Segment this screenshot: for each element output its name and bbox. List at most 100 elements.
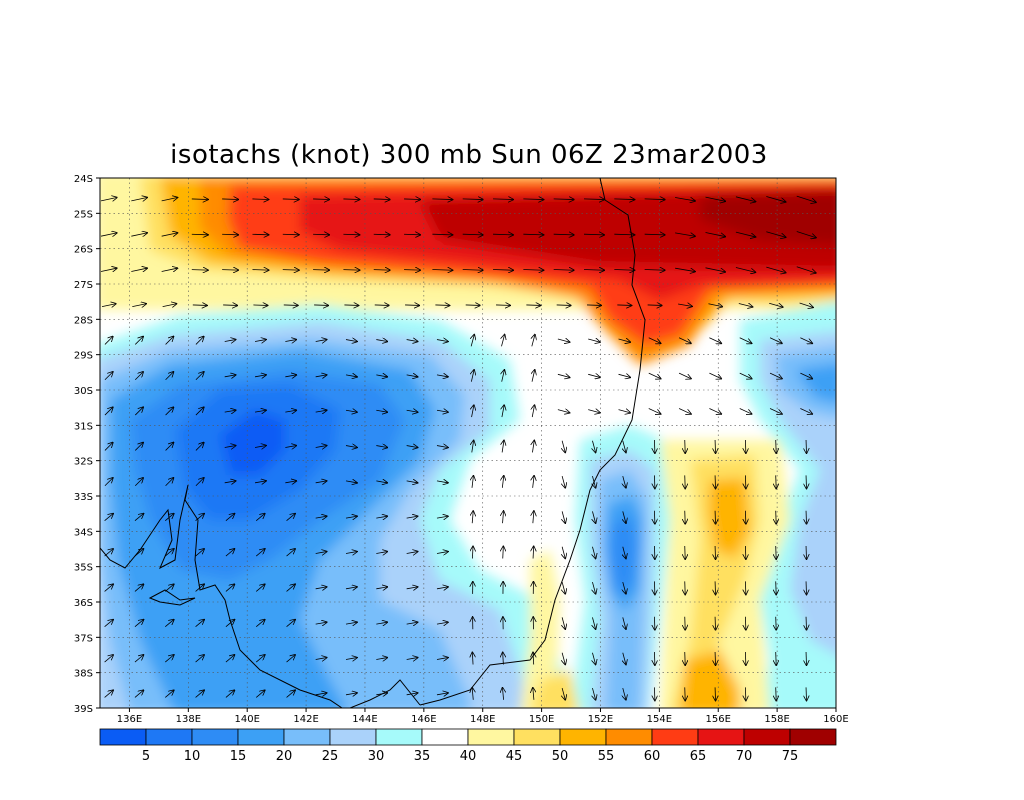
wind-arrow (796, 195, 816, 202)
wind-arrow (406, 658, 418, 660)
lon-tick-label: 144E (352, 714, 377, 725)
wind-arrow (735, 231, 755, 237)
wind-arrow (165, 337, 174, 345)
wind-arrow (224, 340, 236, 342)
colorbar-label: 65 (690, 749, 707, 764)
lon-tick-label: 160E (823, 714, 848, 725)
wind-arrow (345, 622, 357, 624)
wind-arrow (436, 410, 448, 412)
wind-arrow (104, 514, 113, 522)
wind-arrow (343, 270, 359, 271)
wind-arrow (286, 584, 295, 592)
wind-arrow (769, 303, 782, 307)
longitude-axis: 136E 138E 140E 142E 144E 146E 148E 150E 152E 154E… (117, 708, 849, 725)
wind-arrow (345, 481, 357, 483)
wind-arrow (735, 196, 755, 202)
wind-arrow (376, 481, 387, 483)
wind-arrow (533, 688, 534, 700)
colorbar-label: 30 (368, 749, 385, 764)
wind-vectors (100, 195, 816, 700)
wind-arrow (165, 443, 174, 451)
wind-arrow (104, 372, 113, 381)
map-grid (100, 178, 836, 708)
wind-arrow (562, 687, 565, 700)
colorbar-label: 5 (142, 749, 150, 764)
wind-arrow (225, 620, 234, 628)
wind-arrow (104, 443, 113, 451)
wind-arrow (533, 511, 534, 524)
wind-arrow (165, 478, 174, 487)
wind-arrow (472, 405, 474, 418)
wind-arrow (436, 693, 448, 695)
wind-arrow (705, 232, 726, 236)
wind-arrow (648, 408, 661, 413)
wind-arrow (800, 337, 812, 343)
wind-arrow (222, 270, 238, 271)
wind-arrow (644, 234, 665, 235)
wind-arrow (404, 199, 420, 200)
wind-arrow (345, 375, 357, 377)
wind-arrow (406, 340, 418, 342)
wind-arrow (532, 441, 534, 453)
wind-arrow (432, 234, 452, 235)
wind-arrow (315, 375, 327, 377)
wind-arrow (100, 198, 117, 201)
wind-arrow (104, 655, 113, 663)
wind-arrow (104, 584, 113, 592)
lon-tick-label: 148E (470, 714, 495, 725)
wind-arrow (222, 199, 238, 200)
wind-arrow (623, 652, 626, 665)
wind-arrow (623, 581, 626, 594)
wind-arrow (562, 511, 565, 523)
lon-tick-label: 142E (293, 714, 318, 725)
wind-arrow (343, 234, 359, 235)
lat-tick-label: 32S (74, 457, 93, 468)
wind-arrow (472, 653, 473, 665)
wind-arrow (373, 270, 390, 271)
wind-arrow (254, 410, 266, 412)
wind-arrow (436, 552, 448, 554)
wind-arrow (623, 475, 626, 488)
lon-tick-label: 138E (176, 714, 201, 725)
wind-arrow (165, 407, 174, 416)
wind-arrow (588, 374, 600, 377)
wind-arrow (503, 511, 504, 524)
wind-arrow (623, 617, 626, 629)
lon-tick-label: 136E (117, 714, 142, 725)
wind-arrow (104, 690, 113, 698)
lat-tick-label: 30S (74, 386, 93, 397)
colorbar-swatch (375, 728, 423, 746)
wind-arrow (101, 304, 116, 307)
wind-arrow (165, 549, 173, 557)
wind-arrow (345, 516, 357, 518)
wind-arrow (134, 584, 143, 592)
wind-arrow (224, 481, 236, 483)
wind-arrow (562, 652, 565, 665)
wind-arrow (472, 688, 473, 700)
wind-arrow (471, 370, 474, 382)
map-title: isotachs (knot) 300 mb Sun 06Z 23mar2003 (170, 140, 768, 170)
wind-arrow (406, 375, 418, 377)
wind-arrow (195, 337, 204, 345)
colorbar-label: 45 (506, 749, 523, 764)
colorbar (99, 728, 837, 746)
colorbar-label: 25 (322, 749, 339, 764)
wind-arrow (285, 481, 296, 483)
wind-arrow (195, 443, 204, 451)
wind-arrow (533, 653, 534, 665)
wind-arrow (503, 653, 504, 665)
wind-arrow (285, 410, 296, 412)
wind-arrow (195, 549, 204, 557)
wind-arrow (404, 270, 420, 271)
wind-arrow (618, 374, 631, 377)
wind-arrow (406, 693, 418, 695)
lat-tick-label: 35S (74, 563, 93, 574)
wind-arrow (583, 234, 604, 235)
wind-arrow (623, 511, 626, 523)
wind-arrow (436, 375, 448, 377)
wind-arrow (648, 337, 661, 343)
wind-arrow (131, 268, 147, 271)
wind-arrow (618, 410, 631, 413)
wind-arrow (191, 270, 208, 271)
wind-arrow (104, 478, 113, 487)
